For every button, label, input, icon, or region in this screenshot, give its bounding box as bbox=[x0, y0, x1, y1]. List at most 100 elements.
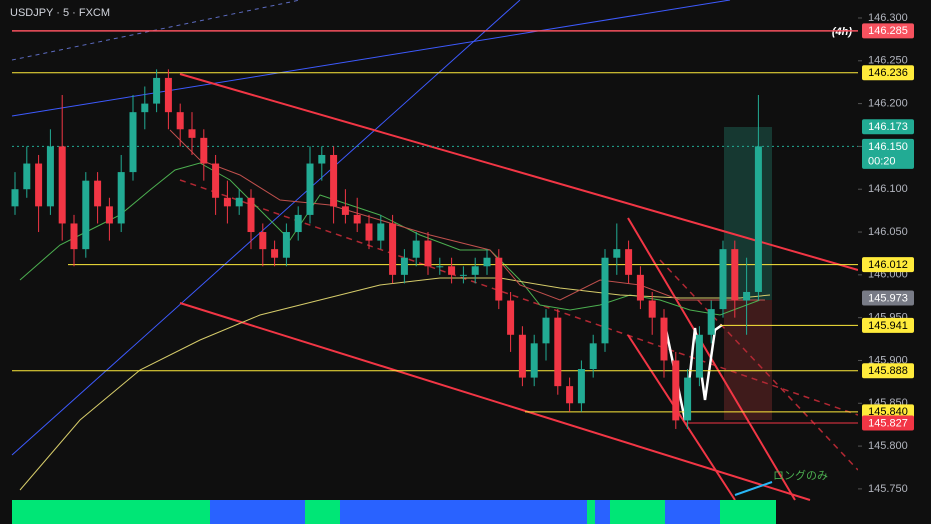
candle-body bbox=[566, 386, 574, 404]
signal-bar bbox=[720, 500, 776, 524]
trend-line bbox=[11, 0, 301, 61]
signal-bar bbox=[595, 500, 610, 524]
candle-body bbox=[542, 317, 550, 344]
candle-body bbox=[58, 146, 66, 224]
arrow bbox=[734, 481, 773, 496]
candle-body bbox=[495, 257, 503, 301]
candle-body bbox=[625, 249, 633, 275]
channel-line bbox=[179, 73, 859, 271]
candle-body bbox=[129, 112, 137, 173]
candle-body bbox=[554, 317, 562, 387]
signal-bar bbox=[305, 500, 340, 524]
candle-body bbox=[353, 214, 361, 224]
y-tick-label: 146.200 bbox=[868, 98, 908, 110]
loss-zone bbox=[724, 300, 772, 420]
y-tick-label: 146.100 bbox=[868, 183, 908, 195]
chart-title: USDJPY · 5 · FXCM bbox=[10, 7, 110, 19]
price-label-box bbox=[862, 415, 914, 431]
price-label-box bbox=[862, 290, 914, 306]
candle-body bbox=[294, 214, 302, 233]
channel-line bbox=[179, 302, 811, 501]
candle-body bbox=[507, 300, 515, 335]
price-label-box bbox=[862, 317, 914, 333]
candle-body bbox=[164, 77, 172, 113]
signal-bar bbox=[665, 500, 720, 524]
candle-body bbox=[424, 240, 432, 267]
price-label-box bbox=[862, 119, 914, 135]
candle-body bbox=[365, 223, 373, 241]
candle-body bbox=[212, 163, 220, 198]
y-tick-label: 146.250 bbox=[868, 55, 908, 67]
candle-body bbox=[247, 197, 255, 233]
candle-body bbox=[188, 129, 196, 138]
signal-bar bbox=[12, 500, 210, 524]
candle-body bbox=[82, 180, 90, 250]
candle-body bbox=[46, 146, 54, 207]
trend-line bbox=[11, 0, 731, 117]
price-label: 145.840 bbox=[868, 406, 908, 418]
signal-bar bbox=[210, 500, 305, 524]
candle-body bbox=[176, 112, 184, 130]
price-label-box bbox=[862, 138, 914, 169]
countdown: 00:20 bbox=[868, 155, 896, 167]
candle-body bbox=[70, 223, 78, 250]
candle-body bbox=[589, 343, 597, 370]
candle-body bbox=[613, 249, 621, 258]
candle-body bbox=[518, 334, 526, 378]
candle-body bbox=[684, 377, 692, 421]
candle-body bbox=[731, 249, 739, 301]
candle-body bbox=[448, 266, 456, 275]
candle-body bbox=[117, 172, 125, 224]
candle-body bbox=[577, 369, 585, 404]
candle-body bbox=[530, 343, 538, 378]
candle-body bbox=[648, 300, 656, 318]
candle-body bbox=[459, 274, 467, 276]
price-label: 146.236 bbox=[868, 67, 908, 79]
candle-body bbox=[719, 249, 727, 310]
price-label: 145.888 bbox=[868, 365, 908, 377]
trend-line bbox=[11, 0, 521, 456]
price-label: 146.173 bbox=[868, 121, 908, 133]
candle-body bbox=[483, 257, 491, 267]
price-label: 145.941 bbox=[868, 320, 908, 332]
y-tick-label: 146.300 bbox=[868, 12, 908, 24]
candle-body bbox=[105, 206, 113, 224]
signal-bar bbox=[610, 500, 665, 524]
signal-bar bbox=[587, 500, 595, 524]
price-label-box bbox=[862, 363, 914, 379]
candle-body bbox=[35, 163, 43, 207]
candle-body bbox=[271, 249, 279, 258]
channel-mid bbox=[179, 179, 859, 416]
candle-body bbox=[318, 154, 326, 164]
candle-body bbox=[11, 189, 19, 207]
price-label: 145.973 bbox=[868, 292, 908, 304]
candle-body bbox=[436, 266, 444, 268]
candle-body bbox=[282, 232, 290, 258]
price-label: 146.150 bbox=[868, 141, 908, 153]
signal-bar bbox=[340, 500, 587, 524]
moving-average bbox=[19, 277, 771, 491]
candle-body bbox=[94, 180, 102, 207]
price-label-box bbox=[862, 65, 914, 81]
candle-body bbox=[223, 197, 231, 207]
price-label-box bbox=[862, 23, 914, 39]
channel-line bbox=[627, 334, 736, 501]
price-label: 146.285 bbox=[868, 25, 908, 37]
price-label: 145.827 bbox=[868, 417, 908, 429]
price-label: 146.012 bbox=[868, 259, 908, 271]
y-tick-label: 145.800 bbox=[868, 440, 908, 452]
candle-body bbox=[259, 232, 267, 250]
candle-body bbox=[601, 257, 609, 344]
candle-body bbox=[754, 146, 762, 292]
candle-body bbox=[743, 291, 751, 301]
candle-body bbox=[471, 266, 479, 275]
candle-body bbox=[330, 154, 338, 207]
candle-body bbox=[695, 334, 703, 378]
moving-average bbox=[169, 129, 765, 301]
price-label-box bbox=[862, 257, 914, 273]
candle-body bbox=[23, 163, 31, 190]
candle-body bbox=[235, 197, 243, 207]
annotation: ロングのみ bbox=[773, 468, 828, 482]
